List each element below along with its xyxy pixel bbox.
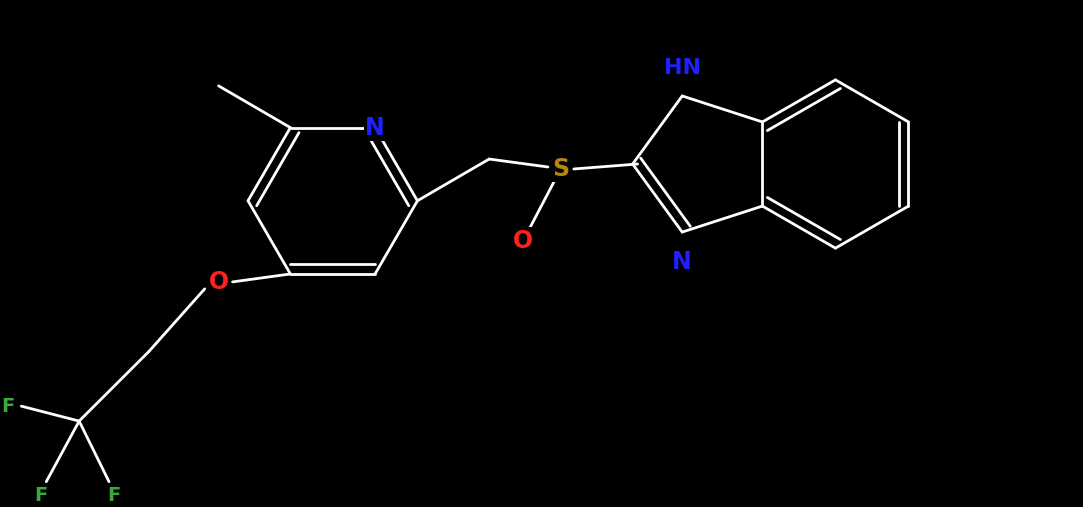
Text: O: O: [209, 270, 229, 294]
Text: F: F: [1, 396, 14, 416]
Text: HN: HN: [664, 58, 701, 78]
Text: O: O: [513, 229, 533, 252]
Text: N: N: [365, 116, 384, 139]
Text: F: F: [107, 486, 120, 505]
Text: N: N: [673, 250, 692, 274]
Text: S: S: [552, 157, 570, 181]
Text: F: F: [35, 486, 48, 505]
